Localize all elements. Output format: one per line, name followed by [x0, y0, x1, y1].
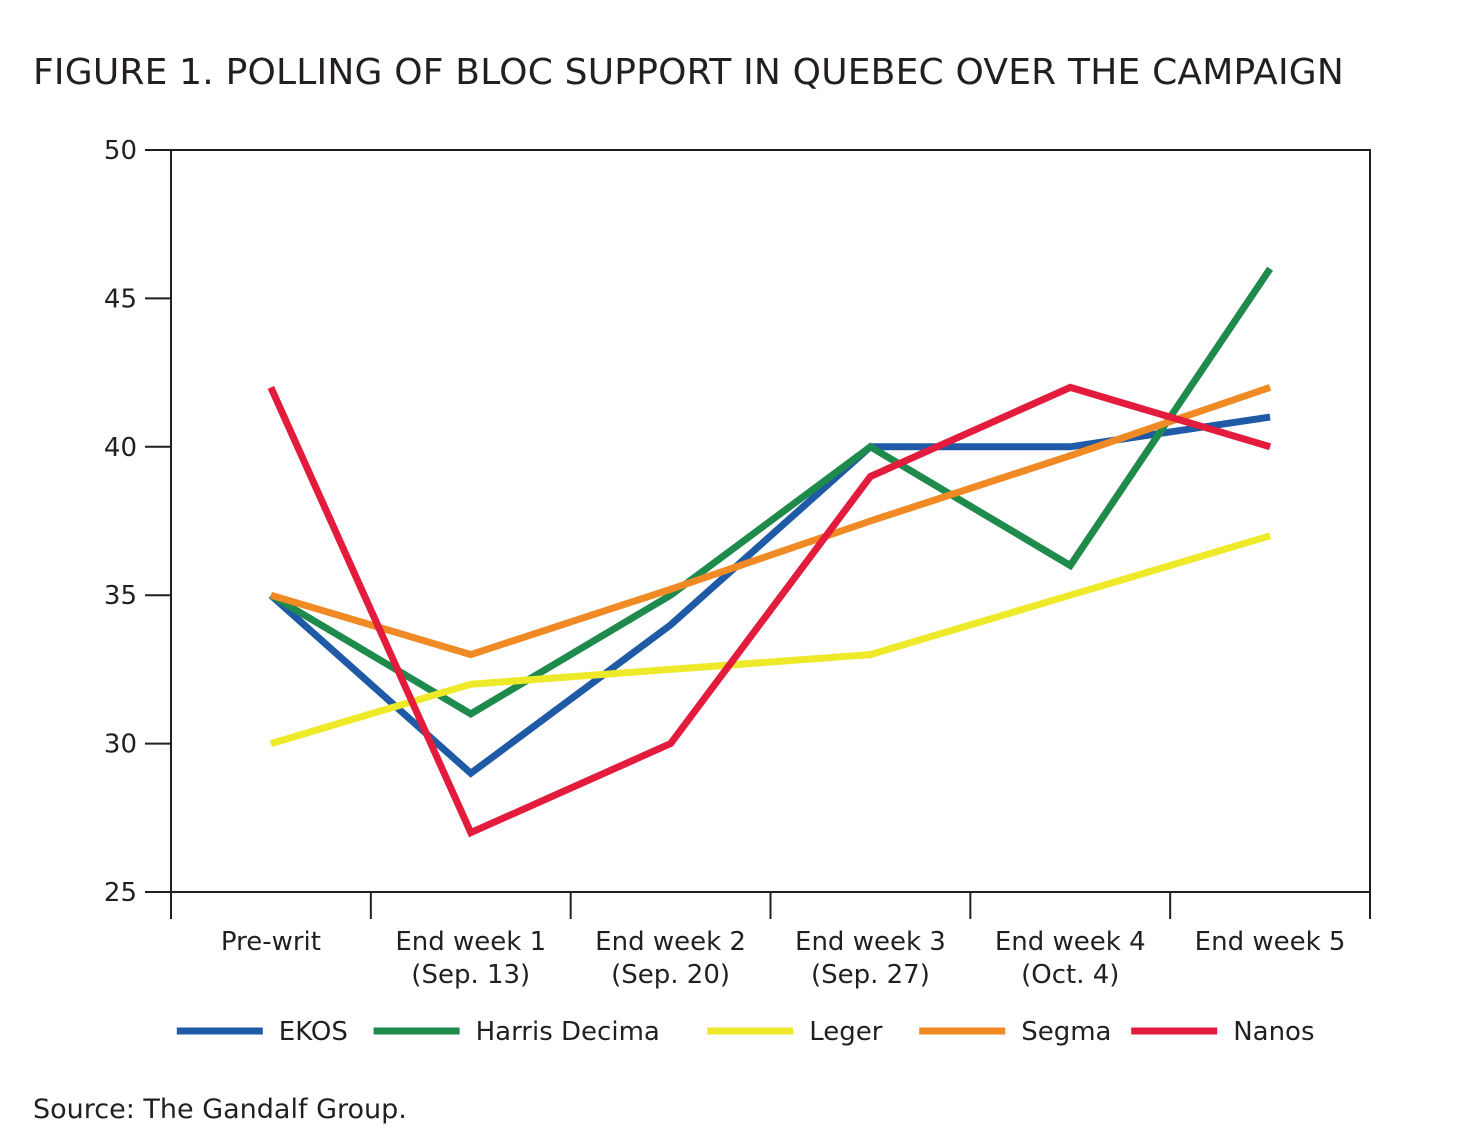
- y-tick-label: 45: [104, 284, 137, 314]
- x-tick-label: Pre-writ: [221, 927, 321, 957]
- legend-label-nanos: Nanos: [1233, 1017, 1314, 1047]
- source-note: Source: The Gandalf Group.: [33, 1094, 407, 1125]
- x-tick-label: End week 5: [1195, 927, 1346, 957]
- legend-label-harris-decima: Harris Decima: [476, 1017, 660, 1047]
- series-lines: [267, 266, 1274, 838]
- series-line-leger: [269, 532, 1272, 747]
- axes: 25 30 35 40 45 50 Pre-writ End week 1 (Sep. 13) E…: [104, 136, 1371, 990]
- y-tick-label: 40: [104, 433, 137, 463]
- legend-label-segma: Segma: [1021, 1017, 1111, 1047]
- figure-title: FIGURE 1. POLLING OF BLOC SUPPORT IN QUE…: [33, 52, 1344, 93]
- legend: EKOS Harris Decima Leger Segma Nanos: [176, 1017, 1315, 1047]
- x-tick-label: End week 4 (Oct. 4): [995, 927, 1146, 990]
- y-tick-label: 25: [104, 878, 137, 908]
- series-line-nanos: [267, 383, 1272, 838]
- y-tick-label: 35: [104, 581, 137, 611]
- y-tick-label: 50: [104, 136, 137, 166]
- x-tick-label: End week 2 (Sep. 20): [595, 927, 746, 990]
- series-line-harris-decima: [269, 266, 1274, 718]
- legend-label-leger: Leger: [809, 1017, 883, 1047]
- x-tick-label: End week 1 (Sep. 13): [395, 927, 546, 990]
- series-line-segma: [269, 384, 1272, 659]
- legend-label-ekos: EKOS: [279, 1017, 348, 1047]
- x-tick-label: End week 3 (Sep. 27): [795, 927, 946, 990]
- y-tick-label: 30: [104, 730, 137, 760]
